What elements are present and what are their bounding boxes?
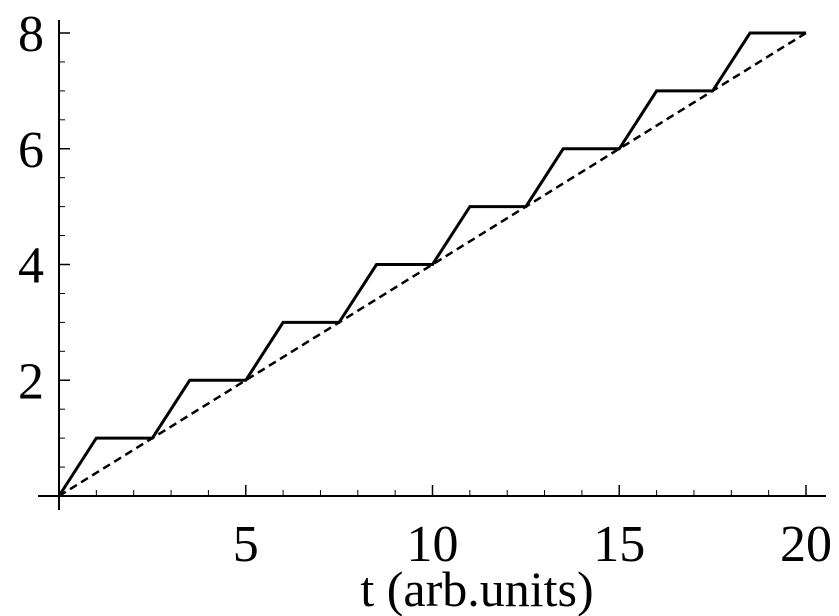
dashed-linear-line: [58, 31, 807, 498]
x-tick-label: 20: [780, 516, 832, 573]
y-tick-label: 2: [18, 353, 44, 410]
x-tick-label: 15: [593, 516, 645, 573]
y-tick-label: 6: [18, 122, 44, 179]
x-axis-title: t (arb.units): [360, 561, 593, 616]
x-tick-label: 5: [233, 516, 259, 573]
y-tick-label: 4: [18, 238, 44, 295]
plot-area: 5 10 15 20 2 4 6 8: [18, 6, 832, 573]
staircase-line: [57, 31, 806, 497]
y-tick-label: 8: [18, 6, 44, 63]
x-tick-label: 10: [407, 516, 459, 573]
